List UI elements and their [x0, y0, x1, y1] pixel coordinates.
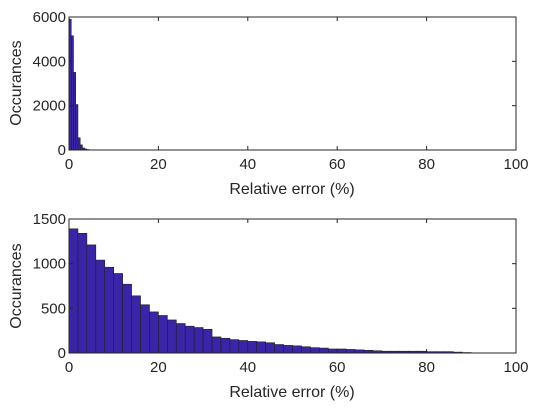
bottom-y-tick-label: 1000: [33, 256, 66, 273]
top-x-tick-label: 100: [503, 156, 528, 173]
bottom-histogram-bar: [167, 319, 177, 354]
bottom-y-tick-label: 500: [41, 300, 66, 317]
top-y-tick-label: 4000: [33, 53, 66, 70]
bottom-histogram-bar: [265, 342, 275, 354]
bottom-histogram-bar: [301, 346, 311, 354]
top-y-tick-label: 6000: [33, 9, 66, 26]
top-histogram-bar: [75, 104, 79, 151]
bottom-x-tick-label: 0: [65, 359, 73, 376]
bottom-histogram-bar: [283, 345, 293, 354]
bottom-histogram-bar: [310, 347, 320, 354]
top-histogram-bar: [77, 137, 81, 151]
top-histogram-bars: [68, 18, 94, 151]
bottom-histogram-bars: [68, 228, 472, 354]
bottom-histogram-bar: [184, 325, 195, 354]
bottom-x-axis-label: Relative error (%): [229, 384, 354, 401]
top-histogram-panel: 0 20 40 60 80 100 0 2000 4000 6000 Relative error…: [8, 9, 529, 198]
bottom-axes-box: [68, 218, 517, 354]
bottom-histogram-bar: [220, 337, 231, 354]
bottom-histogram-bar: [140, 304, 150, 354]
top-x-tick-label: 0: [65, 156, 73, 173]
bottom-histogram-bar: [193, 327, 204, 354]
top-x-tick-label: 80: [418, 156, 435, 173]
bottom-histogram-bar: [158, 315, 168, 354]
bottom-histogram-bar: [149, 311, 159, 354]
bottom-histogram-bar: [336, 348, 347, 354]
top-x-tick-label: 60: [329, 156, 346, 173]
bottom-histogram-bar: [86, 244, 97, 354]
bottom-histogram-bar: [202, 329, 213, 354]
top-axes-box: [68, 16, 517, 151]
bottom-histogram-bar: [292, 345, 302, 354]
top-y-axis-label: Occurances: [8, 40, 25, 125]
bottom-x-tick-label: 60: [329, 359, 346, 376]
top-histogram-bar: [70, 35, 74, 151]
bottom-x-tick-label: 20: [150, 359, 167, 376]
bottom-histogram-bar: [77, 232, 88, 354]
bottom-histogram-bar: [113, 273, 123, 354]
bottom-histogram-bar: [229, 339, 240, 354]
bottom-histogram-bar: [122, 283, 132, 354]
top-y-tick-label: 2000: [33, 98, 66, 115]
bottom-histogram-bar: [211, 336, 222, 354]
top-y-tick-label: 0: [58, 142, 66, 159]
top-x-axis-label: Relative error (%): [229, 181, 354, 198]
bottom-histogram-bar: [274, 344, 284, 354]
top-axis-ticks: 0 20 40 60 80 100 0 2000 4000 6000: [33, 9, 529, 173]
top-x-tick-label: 40: [239, 156, 256, 173]
bottom-histogram-bar: [95, 259, 106, 354]
top-histogram-bar: [79, 144, 83, 151]
bottom-y-tick-label: 0: [58, 345, 66, 362]
bottom-histogram-bar: [238, 340, 249, 354]
bottom-x-tick-label: 40: [239, 359, 256, 376]
bottom-x-tick-label: 100: [503, 359, 528, 376]
bottom-y-tick-label: 1500: [33, 211, 66, 228]
bottom-histogram-bar: [247, 341, 258, 354]
top-histogram-bar: [73, 72, 77, 151]
bottom-histogram-bar: [131, 295, 141, 354]
bottom-histogram-bar: [345, 349, 356, 354]
bottom-histogram-bar: [68, 228, 79, 354]
bottom-histogram-bar: [175, 323, 186, 354]
top-x-tick-label: 20: [150, 156, 167, 173]
bottom-histogram-bar: [104, 266, 115, 354]
bottom-histogram-bar: [327, 348, 338, 354]
bottom-histogram-bar: [256, 341, 266, 354]
bottom-x-tick-label: 80: [418, 359, 435, 376]
bottom-histogram-bar: [319, 347, 329, 354]
bottom-y-axis-label: Occurances: [8, 243, 25, 328]
